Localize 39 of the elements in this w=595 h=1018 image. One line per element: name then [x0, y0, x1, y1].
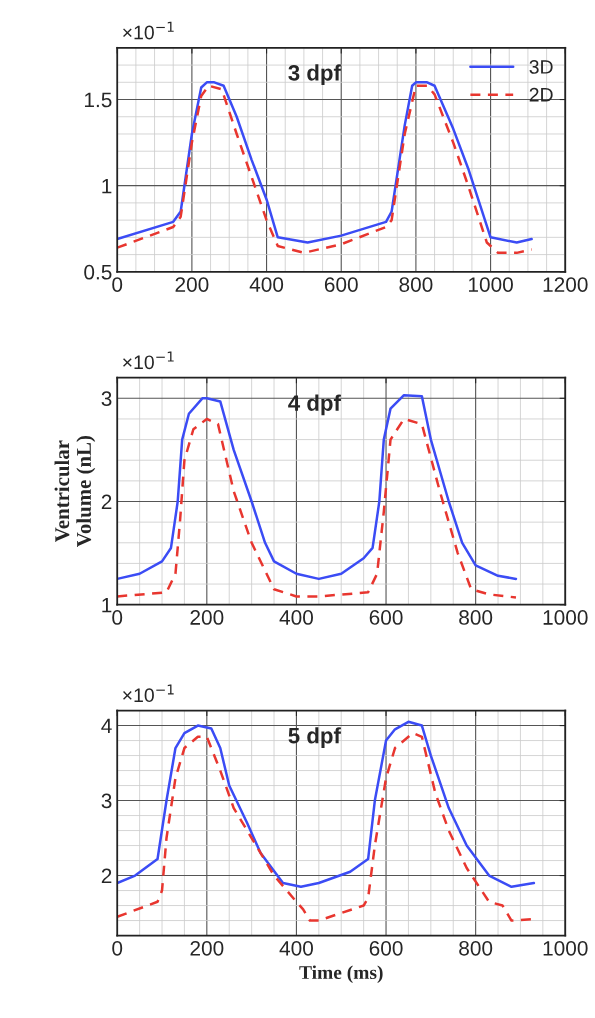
x-tick-label: 800 [399, 277, 433, 292]
x-tick-label: 600 [369, 610, 403, 625]
x-tick-label: 600 [369, 940, 403, 956]
y-axis-title: Ventricular Volume (nL) [54, 436, 96, 547]
line-series [117, 393, 518, 581]
line-series [117, 720, 536, 889]
x-tick-label: 1000 [543, 610, 588, 625]
y-tick-label: 3 [101, 793, 112, 809]
text: ×10$^{−1}$ [123, 21, 174, 40]
y-tick-label: 2 [101, 868, 112, 884]
x-tick-label: 400 [279, 940, 313, 956]
x-tick-label: 400 [249, 277, 284, 292]
x-axis-title: Time (ms) [299, 965, 383, 984]
y-tick-label: 3 [101, 391, 112, 407]
legend-label: 3D [529, 60, 553, 74]
text: ×10$^{−1}$ [123, 684, 174, 703]
x-tick-label: 200 [175, 277, 209, 292]
x-tick-label: 0 [112, 277, 123, 292]
y-tick-label: 1.5 [84, 92, 112, 108]
x-tick-label: 1000 [469, 277, 513, 292]
x-tick-label: 800 [459, 610, 493, 625]
y-tick-label: 4 [101, 718, 112, 734]
y-tick-label: 2 [101, 494, 112, 510]
y-tick-label: 0.5 [84, 264, 112, 280]
line-series [117, 417, 518, 599]
x-tick-label: 1200 [543, 277, 588, 292]
x-tick-label: 600 [324, 277, 358, 292]
x-tick-label: 1000 [543, 940, 588, 956]
legend-label: 2D [529, 87, 553, 102]
x-tick-label: 200 [190, 610, 224, 625]
y-tick-label: 1 [102, 597, 112, 613]
x-tick-label: 800 [459, 940, 493, 956]
x-tick-label: 0 [112, 610, 123, 625]
text: 3 dpf [288, 64, 341, 86]
x-tick-label: 400 [279, 610, 313, 625]
x-tick-label: 0 [112, 940, 123, 956]
text: ×10$^{−1}$ [123, 351, 174, 370]
y-tick-label: 1 [102, 178, 112, 194]
x-tick-label: 200 [190, 940, 224, 956]
